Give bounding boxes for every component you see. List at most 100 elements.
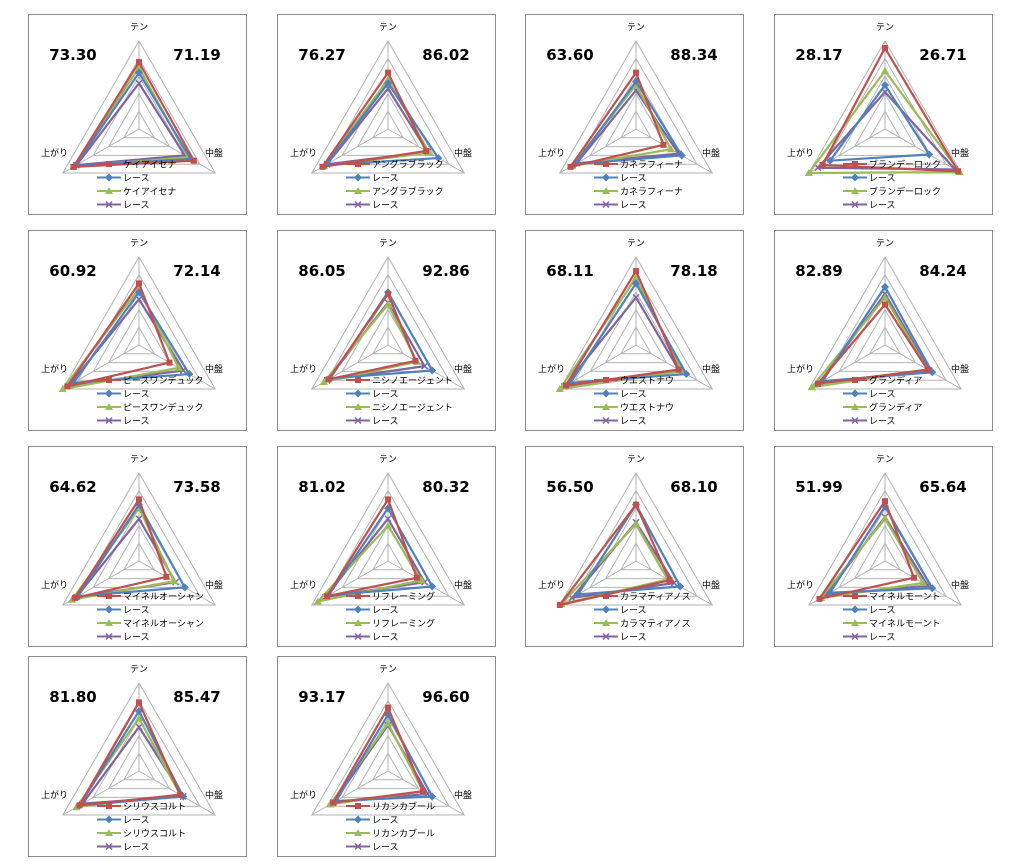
legend-marker <box>602 187 610 194</box>
data-point <box>324 593 331 600</box>
axis-label: テン <box>130 664 148 675</box>
grid-ring <box>310 682 466 816</box>
legend-marker <box>106 377 112 383</box>
data-point <box>807 383 816 391</box>
data-point <box>826 588 835 597</box>
axis-label: 中盤 <box>702 363 720 375</box>
series-line <box>327 292 417 381</box>
legend-entry: カラマティアノス <box>594 592 691 603</box>
data-point <box>428 582 437 591</box>
legend-entry: ケイアイセナ <box>97 160 176 171</box>
radar-chart-panel: テン 中盤 上がり 56.50 68.10 カラマティアノス レース カラマティアノス レース <box>525 446 744 647</box>
legend-label: ピースワンデュック <box>123 402 204 414</box>
series-line <box>321 71 428 168</box>
data-point <box>319 377 328 385</box>
data-point <box>428 792 437 801</box>
axis-label: テン <box>876 22 894 33</box>
legend-marker <box>354 829 362 836</box>
legend-label: グランディア <box>869 402 922 414</box>
legend-marker <box>105 173 113 182</box>
data-point <box>556 602 563 608</box>
axis-label: テン <box>379 664 397 675</box>
series-line <box>73 71 192 168</box>
series-line <box>829 505 934 594</box>
data-point <box>955 168 962 175</box>
right-score: 84.24 <box>919 262 966 280</box>
data-point <box>319 163 326 170</box>
legend-label: レース <box>620 606 647 616</box>
grid-ring <box>853 524 917 580</box>
axis-label: テン <box>379 22 397 33</box>
data-point <box>76 802 83 809</box>
series-blue <box>70 68 195 170</box>
legend-label: カラマティアノス <box>620 592 691 603</box>
legend-marker <box>602 200 610 209</box>
grid-ring <box>92 291 186 372</box>
series-red <box>816 498 917 602</box>
right-score: 26.71 <box>919 46 966 64</box>
data-point <box>384 521 392 529</box>
legend-entry: リカンカブール <box>346 801 435 813</box>
data-point <box>633 501 639 508</box>
legend-entry: レース <box>346 389 399 400</box>
legend-marker <box>851 416 859 425</box>
legend-label: ケイアイセナ <box>123 187 176 198</box>
legend-entry: レース <box>97 173 150 184</box>
legend-entry: ウエストナウ <box>594 376 674 387</box>
legend-marker <box>105 200 113 209</box>
legend-entry: レース <box>594 632 647 643</box>
grid-ring <box>61 472 217 606</box>
data-point <box>910 574 917 581</box>
legend-label: レース <box>123 843 150 853</box>
right-score: 86.02 <box>422 46 469 64</box>
grid-ring <box>326 57 450 165</box>
legend-marker <box>852 377 858 383</box>
radar-chart-panel: テン 中盤 上がり 82.89 84.24 グランディア レース グランディア レース <box>774 230 993 431</box>
legend-label: ケイアイセナ <box>123 160 176 171</box>
legend-label: レース <box>869 606 896 616</box>
series-green <box>69 63 192 170</box>
legend-marker <box>354 389 362 398</box>
series-line <box>324 82 440 167</box>
axis-label: 中盤 <box>951 147 969 159</box>
series-red <box>819 45 962 175</box>
legend-label: レース <box>869 390 896 400</box>
data-point <box>326 800 335 808</box>
legend-entry: グランディア <box>843 375 922 387</box>
data-point <box>882 498 888 505</box>
legend-label: レース <box>372 816 399 826</box>
data-point <box>819 162 826 169</box>
legend-entry: シリウスコルト <box>97 829 186 840</box>
data-point <box>633 69 639 76</box>
legend-label: マイネルモーント <box>869 592 941 603</box>
legend-entry: レース <box>97 200 150 211</box>
series-red <box>64 280 173 390</box>
axis-label: 上がり <box>787 363 814 375</box>
axis-label: 上がり <box>41 147 68 159</box>
series-line <box>316 524 423 603</box>
grid-ring <box>310 256 466 390</box>
data-point <box>385 496 391 503</box>
data-point <box>919 579 928 586</box>
grid-ring <box>61 682 217 816</box>
data-point <box>434 154 443 163</box>
data-point <box>384 300 392 308</box>
axis-label: 中盤 <box>205 579 223 591</box>
data-point <box>70 163 77 170</box>
legend-entry: ピースワンデュック <box>97 375 204 387</box>
legend-label: レース <box>372 843 399 853</box>
data-point <box>826 156 835 165</box>
data-point <box>667 145 676 153</box>
series-blue <box>75 707 188 810</box>
right-score: 72.14 <box>173 262 220 280</box>
legend-entry: カラマティアノス <box>594 619 691 630</box>
legend-entry: レース <box>594 605 647 616</box>
axis-label: 中盤 <box>702 147 720 159</box>
series-red <box>562 268 682 389</box>
data-point <box>135 79 143 87</box>
data-point <box>421 362 429 370</box>
grid-ring <box>604 308 668 364</box>
